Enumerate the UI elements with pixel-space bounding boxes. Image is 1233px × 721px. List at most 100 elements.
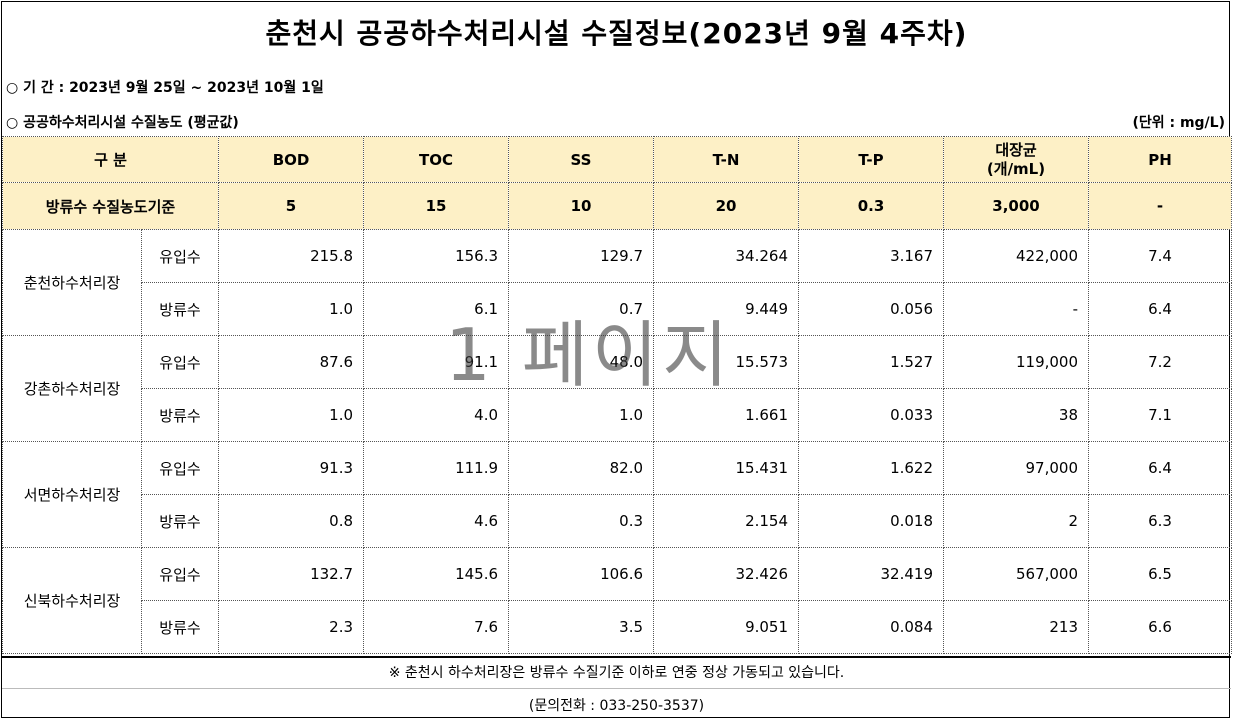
header-row: 구 분 BOD TOC SS T-N T-P 대장균 (개/mL) PH [1,136,1233,183]
value-cell: 0.3 [508,494,655,548]
value-cell: 1.0 [508,388,655,442]
value-cell: 0.8 [218,494,365,548]
value-cell: 1.0 [218,282,365,336]
value-cell: 6.6 [1088,600,1233,654]
value-cell: 111.9 [363,441,510,495]
header-ecoli: 대장균 (개/mL) [943,136,1090,183]
value-cell: 38 [943,388,1090,442]
value-cell: 119,000 [943,335,1090,389]
value-cell: 7.1 [1088,388,1233,442]
value-cell: 9.449 [653,282,800,336]
value-cell: 0.056 [798,282,945,336]
value-cell: 87.6 [218,335,365,389]
sample-type: 방류수 [140,282,220,336]
table-row: 서면하수처리장 유입수 91.3 111.9 82.0 15.431 1.622… [2,441,1233,548]
value-cell: 7.2 [1088,335,1233,389]
water-quality-table: 구 분 BOD TOC SS T-N T-P 대장균 (개/mL) PH 방류수… [1,136,1233,654]
table-row: 방류수 1.0 4.0 1.0 1.661 0.033 38 7.1 [3,388,1233,442]
standard-value: 0.3 [798,182,945,230]
value-cell: - [943,282,1090,336]
standard-value: 15 [363,182,510,230]
value-cell: 32.419 [798,547,945,601]
value-cell: 6.5 [1088,547,1233,601]
standard-value: - [1088,182,1233,230]
sample-type: 방류수 [140,494,220,548]
header-category: 구 분 [1,136,220,183]
sample-type: 방류수 [140,388,220,442]
table-row: 방류수 1.0 6.1 0.7 9.449 0.056 - 6.4 [3,282,1233,336]
standard-value: 5 [218,182,365,230]
header-ph: PH [1088,136,1233,183]
value-cell: 6.4 [1088,441,1233,495]
value-cell: 4.0 [363,388,510,442]
sample-type: 유입수 [140,547,220,601]
unit-label: (단위 : mg/L) [1132,115,1225,131]
value-cell: 6.1 [363,282,510,336]
value-cell: 145.6 [363,547,510,601]
value-cell: 106.6 [508,547,655,601]
value-cell: 82.0 [508,441,655,495]
value-cell: 129.7 [508,229,655,283]
table-row: 방류수 2.3 7.6 3.5 9.051 0.084 213 6.6 [3,600,1233,654]
value-cell: 32.426 [653,547,800,601]
standard-value: 20 [653,182,800,230]
contact-info: (문의전화 : 033-250-3537) [2,688,1231,715]
value-cell: 0.7 [508,282,655,336]
plant-name: 서면하수처리장 [2,441,142,548]
standard-label: 방류수 수질농도기준 [1,182,220,230]
page-title: 춘천시 공공하수처리시설 수질정보(2023년 9월 4주차) [265,17,968,50]
header-ss: SS [508,136,655,183]
value-cell: 15.431 [653,441,800,495]
value-cell: 34.264 [653,229,800,283]
value-cell: 7.4 [1088,229,1233,283]
header-tn: T-N [653,136,800,183]
section-label: ○ 공공하수처리시설 수질농도 (평균값) [6,115,239,131]
value-cell: 0.018 [798,494,945,548]
header-tp: T-P [798,136,945,183]
value-cell: 2 [943,494,1090,548]
value-cell: 567,000 [943,547,1090,601]
value-cell: 2.154 [653,494,800,548]
table-row: 강촌하수처리장 유입수 87.6 91.1 48.0 15.573 1.527 … [2,335,1233,442]
value-cell: 7.6 [363,600,510,654]
header-toc: TOC [363,136,510,183]
standard-value: 3,000 [943,182,1090,230]
value-cell: 6.3 [1088,494,1233,548]
value-cell: 9.051 [653,600,800,654]
value-cell: 215.8 [218,229,365,283]
sample-type: 유입수 [140,229,220,283]
value-cell: 15.573 [653,335,800,389]
value-cell: 1.622 [798,441,945,495]
value-cell: 4.6 [363,494,510,548]
value-cell: 97,000 [943,441,1090,495]
standard-row: 방류수 수질농도기준 5 15 10 20 0.3 3,000 - [1,182,1233,230]
value-cell: 91.3 [218,441,365,495]
value-cell: 48.0 [508,335,655,389]
standard-value: 10 [508,182,655,230]
header-bod: BOD [218,136,365,183]
value-cell: 91.1 [363,335,510,389]
value-cell: 1.527 [798,335,945,389]
period-info: ○ 기 간 : 2023년 9월 25일 ~ 2023년 10월 1일 [6,80,324,96]
value-cell: 156.3 [363,229,510,283]
plant-name: 신북하수처리장 [2,547,142,654]
plant-name: 춘천하수처리장 [2,229,142,336]
value-cell: 6.4 [1088,282,1233,336]
sample-type: 방류수 [140,600,220,654]
value-cell: 3.5 [508,600,655,654]
sample-type: 유입수 [140,335,220,389]
value-cell: 213 [943,600,1090,654]
value-cell: 2.3 [218,600,365,654]
footer-note: ※ 춘천시 하수처리장은 방류수 수질기준 이하로 연중 정상 가동되고 있습니… [2,656,1231,684]
table-row: 춘천하수처리장 유입수 215.8 156.3 129.7 34.264 3.1… [2,229,1233,336]
table-row: 신북하수처리장 유입수 132.7 145.6 106.6 32.426 32.… [2,547,1233,654]
value-cell: 1.0 [218,388,365,442]
value-cell: 1.661 [653,388,800,442]
sample-type: 유입수 [140,441,220,495]
value-cell: 422,000 [943,229,1090,283]
value-cell: 0.033 [798,388,945,442]
value-cell: 0.084 [798,600,945,654]
plant-name: 강촌하수처리장 [2,335,142,442]
value-cell: 3.167 [798,229,945,283]
table-row: 방류수 0.8 4.6 0.3 2.154 0.018 2 6.3 [3,494,1233,548]
